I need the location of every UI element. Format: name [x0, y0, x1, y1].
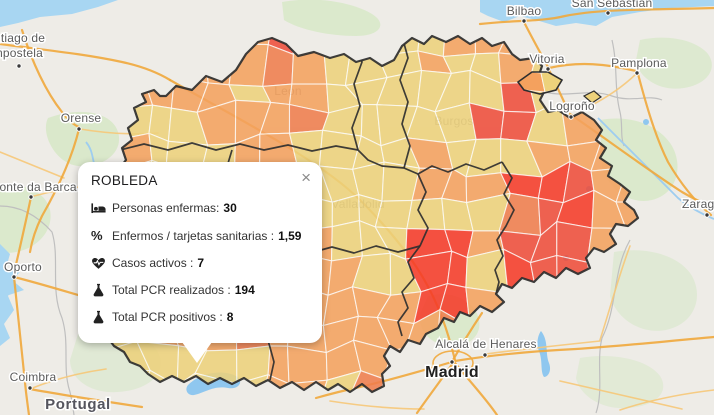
- bed-icon: [91, 201, 106, 215]
- percent-icon: %: [91, 228, 103, 243]
- city-label: Coimbra: [10, 370, 57, 384]
- stat-value: 1,59: [278, 228, 302, 243]
- city-label: Bilbao: [507, 4, 542, 18]
- city-dot: [11, 274, 17, 280]
- stat-value: 194: [234, 283, 255, 297]
- stat-row-casos-activos: Casos activos : 7: [91, 256, 308, 270]
- city-label: Vitoria: [529, 52, 564, 66]
- stat-label: Casos activos :: [112, 256, 194, 270]
- city-label: Compostela: [0, 46, 43, 60]
- city-label: Pamplona: [611, 56, 667, 70]
- city-dot: [704, 212, 710, 218]
- stat-value: 7: [197, 256, 205, 270]
- city-dot: [76, 126, 82, 132]
- city-dot: [16, 63, 22, 69]
- city-dot: [605, 10, 611, 16]
- stat-label: Total PCR positivos :: [112, 310, 223, 324]
- stat-label: Personas enfermas:: [112, 201, 220, 215]
- city-label: Zaragoza: [682, 197, 714, 211]
- city-label: Portugal: [45, 396, 111, 413]
- choropleth-cell[interactable]: [330, 220, 363, 262]
- flask-icon: [91, 283, 106, 297]
- city-label: Alcalá de Henares: [435, 337, 536, 351]
- stat-value: 8: [226, 310, 234, 324]
- stat-row-pcr-positivos: Total PCR positivos : 8: [91, 310, 308, 324]
- city-label: San Sebastián: [572, 0, 653, 10]
- city-dot: [521, 18, 527, 24]
- city-dot: [27, 385, 33, 391]
- stat-label: Total PCR realizados :: [112, 283, 231, 297]
- stat-value: 30: [223, 201, 237, 215]
- city-dot: [568, 114, 574, 120]
- info-window-title: ROBLEDA: [91, 173, 158, 188]
- city-label: Santiago de: [0, 31, 45, 45]
- exclave-trevino[interactable]: [516, 71, 602, 104]
- city-dot: [449, 359, 455, 365]
- stat-row-porcentaje-enfermos: % Enfermos / tarjetas sanitarias : 1,59: [91, 228, 308, 243]
- city-dot: [28, 194, 34, 200]
- close-icon[interactable]: ×: [301, 168, 311, 187]
- city-label: Ponte da Barca: [0, 180, 77, 194]
- flask-icon: [91, 310, 106, 324]
- city-dot: [545, 66, 551, 72]
- stat-row-pcr-realizados: Total PCR realizados : 194: [91, 283, 308, 297]
- city-label: Madrid: [425, 364, 479, 381]
- choropleth-cell[interactable]: [615, 201, 660, 233]
- city-dot: [482, 352, 488, 358]
- city-label: Orense: [61, 111, 102, 125]
- city-label: Logroño: [549, 99, 595, 113]
- info-window-tail: [182, 342, 212, 363]
- info-window: ROBLEDA × Personas enfermas: 30 % Enferm…: [78, 162, 322, 363]
- heartbeat-icon: [91, 256, 106, 270]
- stat-row-personas-enfermas: Personas enfermas: 30: [91, 201, 308, 215]
- choropleth-cell[interactable]: [374, 199, 413, 230]
- stat-label: Enfermos / tarjetas sanitarias :: [112, 228, 275, 243]
- city-dot: [634, 70, 640, 76]
- choropleth-cell[interactable]: [286, 345, 328, 385]
- city-label: Oporto: [4, 260, 42, 274]
